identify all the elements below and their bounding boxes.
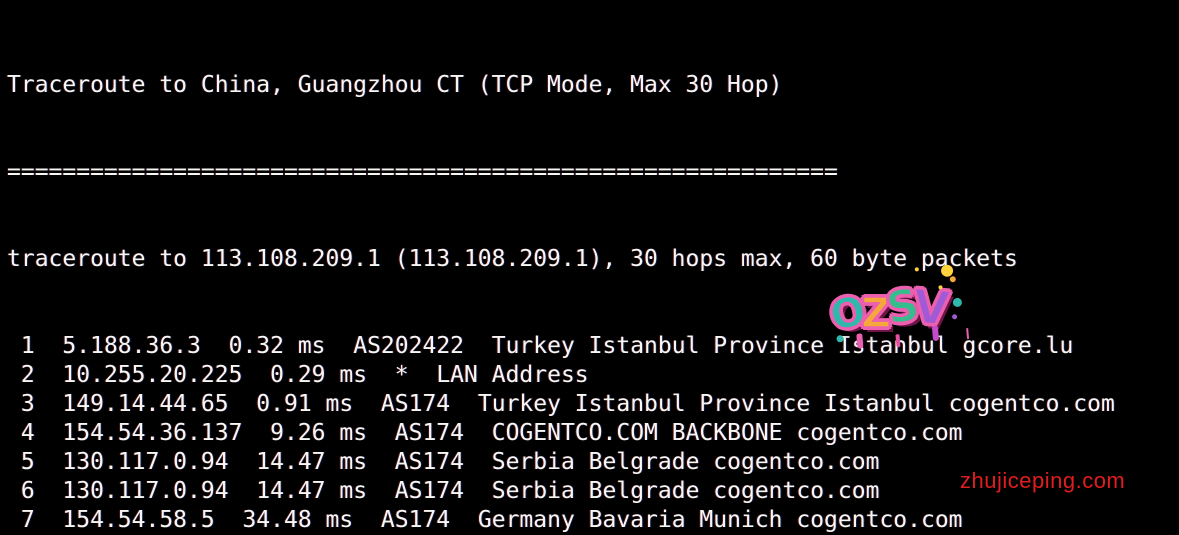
graffiti-letter: Z bbox=[860, 288, 887, 338]
hop-asn: AS174 bbox=[380, 391, 451, 417]
hop-latency: 0.91 ms bbox=[256, 391, 354, 417]
hop-asn: AS174 bbox=[394, 478, 465, 504]
traceroute-command: traceroute to 113.108.209.1 (113.108.209… bbox=[7, 246, 1018, 272]
hop-row: 3 149.14.44.65 0.91 ms AS174 Turkey Ista… bbox=[7, 390, 1115, 419]
hop-asn: AS174 bbox=[394, 449, 465, 475]
hop-location: Serbia Belgrade cogentco.com bbox=[491, 449, 880, 475]
hop-latency: 14.47 ms bbox=[256, 449, 368, 475]
graffiti-text: OZSV bbox=[824, 275, 949, 341]
hop-location: Serbia Belgrade cogentco.com bbox=[491, 478, 880, 504]
hop-asn: AS202422 bbox=[353, 333, 465, 359]
hop-number: 5 bbox=[7, 449, 35, 475]
hop-row: 5 130.117.0.94 14.47 ms AS174 Serbia Bel… bbox=[7, 448, 1115, 477]
hop-number: 6 bbox=[7, 478, 35, 504]
hop-location: Germany Bavaria Munich cogentco.com bbox=[477, 507, 963, 533]
zhujiceping-watermark: zhujiceping.com bbox=[960, 468, 1126, 493]
hop-ip: 130.117.0.94 bbox=[62, 449, 229, 475]
paint-drip-icon bbox=[856, 333, 864, 349]
hop-asn: AS174 bbox=[380, 507, 451, 533]
hop-row: 2 10.255.20.225 0.29 ms * LAN Address bbox=[7, 361, 1115, 390]
hop-row: 6 130.117.0.94 14.47 ms AS174 Serbia Bel… bbox=[7, 477, 1115, 506]
separator-line: ========================================… bbox=[7, 159, 838, 185]
hop-ip: 10.255.20.225 bbox=[62, 362, 243, 388]
hop-ip: 154.54.36.137 bbox=[62, 420, 243, 446]
hop-latency: 14.47 ms bbox=[256, 478, 368, 504]
hop-row: 1 5.188.36.3 0.32 ms AS202422 Turkey Ist… bbox=[7, 332, 1115, 361]
hop-ip: 154.54.58.5 bbox=[62, 507, 215, 533]
hop-latency: 0.32 ms bbox=[228, 333, 326, 359]
hop-asn: AS174 bbox=[394, 420, 465, 446]
hop-number: 7 bbox=[7, 507, 35, 533]
hop-number: 1 bbox=[7, 333, 35, 359]
hop-number: 4 bbox=[7, 420, 35, 446]
ozsv-graffiti-watermark: OZSV bbox=[824, 264, 963, 349]
graffiti-letter: V bbox=[911, 278, 949, 336]
hop-location: Turkey Istanbul Province Istanbul gcore.… bbox=[491, 333, 1074, 359]
hop-list: 1 5.188.36.3 0.32 ms AS202422 Turkey Ist… bbox=[7, 332, 1115, 535]
hop-latency: 9.26 ms bbox=[270, 420, 368, 446]
hop-ip: 5.188.36.3 bbox=[62, 333, 201, 359]
traceroute-output[interactable]: Traceroute to China, Guangzhou CT (TCP M… bbox=[7, 13, 1115, 535]
traceroute-title: Traceroute to China, Guangzhou CT (TCP M… bbox=[7, 72, 783, 98]
hop-ip: 149.14.44.65 bbox=[62, 391, 229, 417]
hop-location: COGENTCO.COM BACKBONE cogentco.com bbox=[491, 420, 963, 446]
hop-location: LAN Address bbox=[436, 362, 589, 388]
hop-asn: * bbox=[394, 362, 409, 388]
hop-row: 7 154.54.58.5 34.48 ms AS174 Germany Bav… bbox=[7, 506, 1115, 535]
hop-number: 2 bbox=[7, 362, 35, 388]
hop-ip: 130.117.0.94 bbox=[62, 478, 229, 504]
hop-row: 4 154.54.36.137 9.26 ms AS174 COGENTCO.C… bbox=[7, 419, 1115, 448]
hop-latency: 34.48 ms bbox=[242, 507, 354, 533]
hop-latency: 0.29 ms bbox=[270, 362, 368, 388]
hop-location: Turkey Istanbul Province Istanbul cogent… bbox=[477, 391, 1115, 417]
hop-number: 3 bbox=[7, 391, 35, 417]
